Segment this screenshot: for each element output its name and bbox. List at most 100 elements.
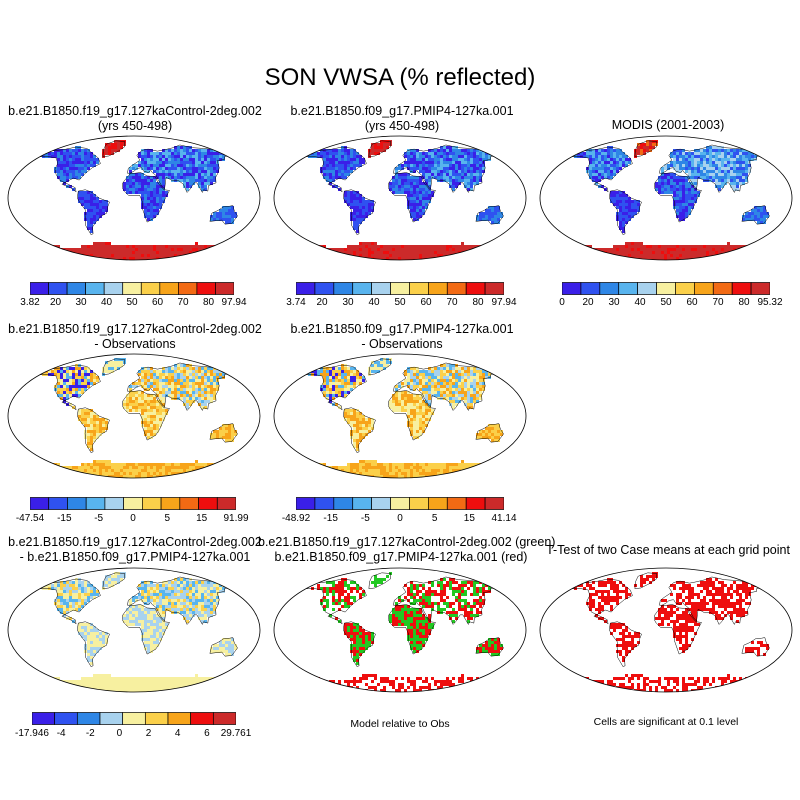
grid-cell	[470, 385, 473, 388]
grid-cell	[168, 155, 171, 158]
grid-cell	[195, 382, 198, 385]
grid-cell	[491, 221, 494, 224]
grid-cell	[51, 466, 54, 469]
grid-cell	[685, 245, 688, 248]
grid-cell	[123, 182, 126, 185]
grid-cell	[99, 248, 102, 251]
grid-cell	[138, 185, 141, 188]
grid-cell	[437, 251, 440, 254]
grid-cell	[410, 469, 413, 472]
grid-cell	[461, 161, 464, 164]
grid-cell	[443, 245, 446, 248]
grid-cell	[751, 158, 754, 161]
grid-cell	[437, 463, 440, 466]
grid-cell	[682, 167, 685, 170]
grid-cell	[374, 460, 377, 463]
grid-cell	[682, 212, 685, 215]
grid-cell	[610, 161, 613, 164]
grid-cell	[150, 418, 153, 421]
grid-cell	[416, 215, 419, 218]
grid-cell	[703, 149, 706, 152]
grid-cell	[431, 167, 434, 170]
grid-cell	[595, 182, 598, 185]
grid-cell	[748, 164, 751, 167]
grid-cell	[634, 209, 637, 212]
panel-5-title-line-2: - Observations	[361, 337, 443, 351]
grid-cell	[153, 251, 156, 254]
grid-cell	[144, 418, 147, 421]
grid-cell	[90, 424, 93, 427]
grid-cell	[93, 436, 96, 439]
grid-cell	[63, 179, 66, 182]
grid-cell	[473, 379, 476, 382]
grid-cell	[141, 251, 144, 254]
grid-cell	[353, 424, 356, 427]
grid-cell	[344, 376, 347, 379]
grid-cell	[147, 436, 150, 439]
grid-cell	[724, 245, 727, 248]
grid-cell	[329, 152, 332, 155]
colorbar-swatch	[580, 282, 601, 295]
grid-cell	[389, 475, 392, 478]
grid-cell	[75, 385, 78, 388]
grid-cell	[141, 463, 144, 466]
grid-cell	[434, 373, 437, 376]
grid-cell	[87, 212, 90, 215]
grid-cell	[425, 376, 428, 379]
grid-cell	[709, 170, 712, 173]
grid-cell	[359, 469, 362, 472]
grid-cell	[204, 149, 207, 152]
grid-cell	[81, 382, 84, 385]
grid-cell	[455, 376, 458, 379]
grid-cell	[404, 472, 407, 475]
grid-cell	[500, 433, 503, 436]
grid-cell	[434, 382, 437, 385]
grid-cell	[359, 203, 362, 206]
grid-cell	[159, 206, 162, 209]
grid-cell	[619, 206, 622, 209]
grid-cell	[93, 472, 96, 475]
grid-cell	[467, 158, 470, 161]
grid-cell	[446, 475, 449, 478]
grid-cell	[718, 257, 721, 260]
grid-cell	[317, 152, 320, 155]
grid-cell	[410, 167, 413, 170]
grid-cell	[637, 206, 640, 209]
grid-cell	[323, 176, 326, 179]
grid-cell	[428, 200, 431, 203]
grid-cell	[159, 409, 162, 412]
grid-cell	[733, 188, 736, 191]
grid-cell	[177, 466, 180, 469]
grid-cell	[697, 251, 700, 254]
grid-cell	[488, 427, 491, 430]
grid-cell	[326, 164, 329, 167]
grid-cell	[359, 466, 362, 469]
grid-cell	[682, 161, 685, 164]
grid-cell	[96, 209, 99, 212]
grid-cell	[93, 251, 96, 254]
grid-cell	[174, 475, 177, 478]
grid-cell	[195, 173, 198, 176]
grid-cell	[144, 212, 147, 215]
grid-cell	[476, 158, 479, 161]
grid-cell	[57, 469, 60, 472]
grid-cell	[703, 251, 706, 254]
grid-cell	[730, 179, 733, 182]
grid-cell	[338, 367, 341, 370]
grid-cell	[706, 251, 709, 254]
grid-cell	[359, 251, 362, 254]
grid-cell	[335, 155, 338, 158]
grid-cell	[153, 155, 156, 158]
grid-cell	[742, 152, 745, 155]
grid-cell	[443, 257, 446, 260]
grid-cell	[216, 430, 219, 433]
grid-cell	[706, 161, 709, 164]
grid-cell	[655, 188, 658, 191]
grid-cell	[413, 194, 416, 197]
grid-cell	[434, 164, 437, 167]
grid-cell	[174, 161, 177, 164]
grid-cell	[473, 245, 476, 248]
grid-cell	[93, 197, 96, 200]
grid-cell	[96, 248, 99, 251]
grid-cell	[428, 388, 431, 391]
